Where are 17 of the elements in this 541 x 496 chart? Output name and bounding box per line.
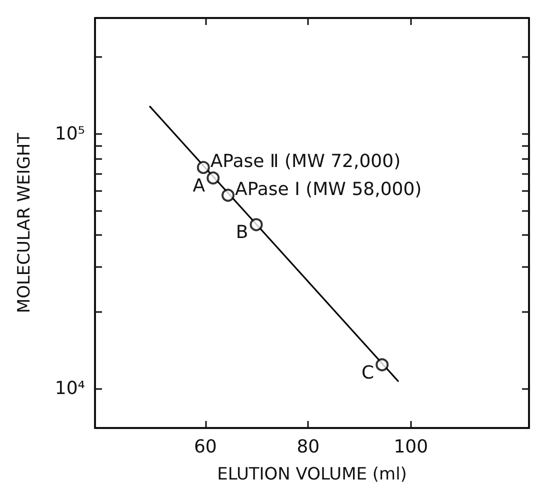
point [376, 358, 389, 372]
y-axis-title: MOLECULAR WEIGHT [14, 132, 34, 314]
x-tick-label: 60 [194, 436, 217, 458]
x-tick-label: 100 [394, 436, 428, 458]
annotation: C [362, 362, 374, 384]
x-tick-label: 80 [296, 436, 320, 458]
x-axis-title: ELUTION VOLUME (ml) [217, 464, 407, 484]
annotation: APase Ⅰ (MW 58,000) [235, 178, 422, 200]
y-tick-label: 10⁴ [54, 378, 85, 400]
annotation: B [236, 222, 248, 244]
point [250, 218, 263, 232]
point [206, 171, 220, 184]
y-tick-label: 10⁵ [54, 123, 85, 144]
point [196, 160, 210, 174]
annotation: APase Ⅱ (MW 72,000) [210, 150, 401, 172]
annotation: A [192, 175, 206, 196]
point [222, 188, 235, 202]
